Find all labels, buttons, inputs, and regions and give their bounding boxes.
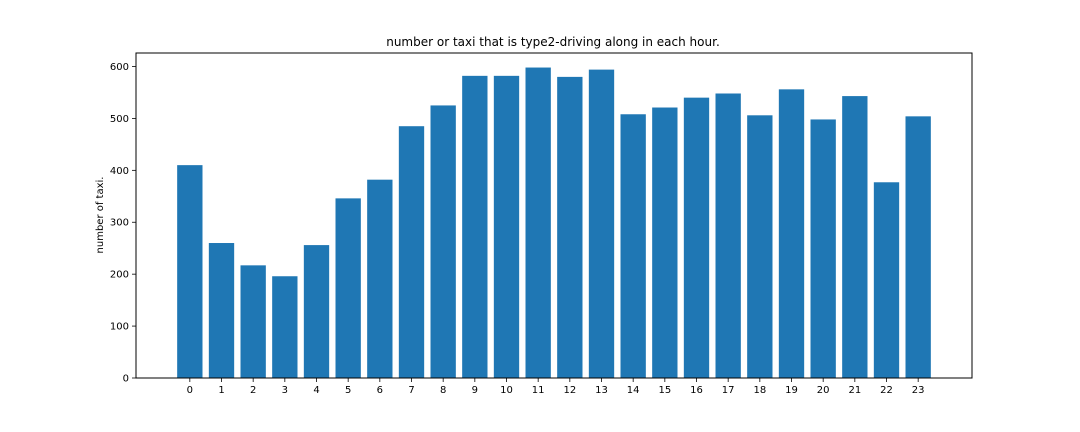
bar-23 bbox=[905, 116, 931, 379]
x-tick-label-12: 12 bbox=[563, 385, 576, 396]
bar-17 bbox=[715, 93, 741, 378]
bar-2 bbox=[240, 265, 266, 378]
plot-frame bbox=[135, 52, 973, 379]
bar-20 bbox=[810, 119, 836, 378]
bar-4 bbox=[303, 245, 330, 378]
x-tick-label-14: 14 bbox=[627, 385, 640, 396]
x-tick-label-19: 19 bbox=[785, 385, 798, 396]
y-tick-label-0: 0 bbox=[123, 374, 129, 385]
x-tick-label-23: 23 bbox=[912, 385, 925, 396]
x-tick-label-22: 22 bbox=[880, 385, 893, 396]
x-tick-label-8: 8 bbox=[440, 385, 446, 396]
x-tick-label-11: 11 bbox=[532, 385, 545, 396]
bar-9 bbox=[462, 75, 488, 379]
bar-10 bbox=[493, 75, 520, 379]
y-tick-label-200: 200 bbox=[110, 270, 129, 281]
bar-5 bbox=[335, 198, 361, 378]
y-tick-label-600: 600 bbox=[110, 62, 129, 73]
bar-3 bbox=[272, 276, 298, 378]
y-tick-label-400: 400 bbox=[110, 166, 129, 177]
y-axis-label: number of taxi. bbox=[95, 177, 106, 254]
x-tick-label-15: 15 bbox=[658, 385, 671, 396]
x-tick-label-4: 4 bbox=[313, 385, 319, 396]
x-tick-label-13: 13 bbox=[595, 385, 608, 396]
x-tick-label-7: 7 bbox=[408, 385, 414, 396]
x-tick-label-6: 6 bbox=[377, 385, 383, 396]
bar-16 bbox=[683, 97, 710, 378]
bar-13 bbox=[588, 69, 615, 379]
y-tick-label-500: 500 bbox=[110, 114, 129, 125]
x-tick-label-21: 21 bbox=[848, 385, 861, 396]
bar-8 bbox=[430, 105, 456, 379]
bar-22 bbox=[873, 182, 900, 378]
bar-1 bbox=[208, 243, 235, 378]
x-tick-label-2: 2 bbox=[250, 385, 256, 396]
x-tick-label-18: 18 bbox=[753, 385, 766, 396]
bar-11 bbox=[525, 67, 551, 378]
bar-19 bbox=[778, 89, 805, 378]
bar-0 bbox=[177, 165, 203, 378]
x-tick-label-9: 9 bbox=[472, 385, 478, 396]
bar-7 bbox=[398, 126, 425, 378]
x-tick-label-17: 17 bbox=[722, 385, 735, 396]
y-axis-ticks: 0 100 200 300 400 500 600 bbox=[110, 62, 136, 385]
chart-title: number or taxi that is type2-driving alo… bbox=[386, 35, 720, 49]
x-tick-label-0: 0 bbox=[187, 385, 193, 396]
bar-6 bbox=[367, 179, 393, 378]
x-tick-label-16: 16 bbox=[690, 385, 703, 396]
bar-12 bbox=[557, 76, 583, 379]
y-tick-label-100: 100 bbox=[110, 322, 129, 333]
bars-group bbox=[177, 67, 931, 379]
bar-15 bbox=[652, 107, 678, 378]
x-axis-ticks: 0 1 2 3 4 5 6 7 8 9 10 11 12 13 14 15 16 17 18 19 20 21 22 23 bbox=[187, 378, 925, 396]
bar-18 bbox=[747, 115, 773, 378]
x-tick-label-1: 1 bbox=[218, 385, 224, 396]
y-tick-label-300: 300 bbox=[110, 218, 129, 229]
x-tick-label-20: 20 bbox=[817, 385, 830, 396]
x-tick-label-5: 5 bbox=[345, 385, 351, 396]
bar-21 bbox=[842, 96, 868, 378]
x-tick-label-10: 10 bbox=[500, 385, 513, 396]
x-tick-label-3: 3 bbox=[282, 385, 288, 396]
bar-14 bbox=[620, 114, 646, 379]
